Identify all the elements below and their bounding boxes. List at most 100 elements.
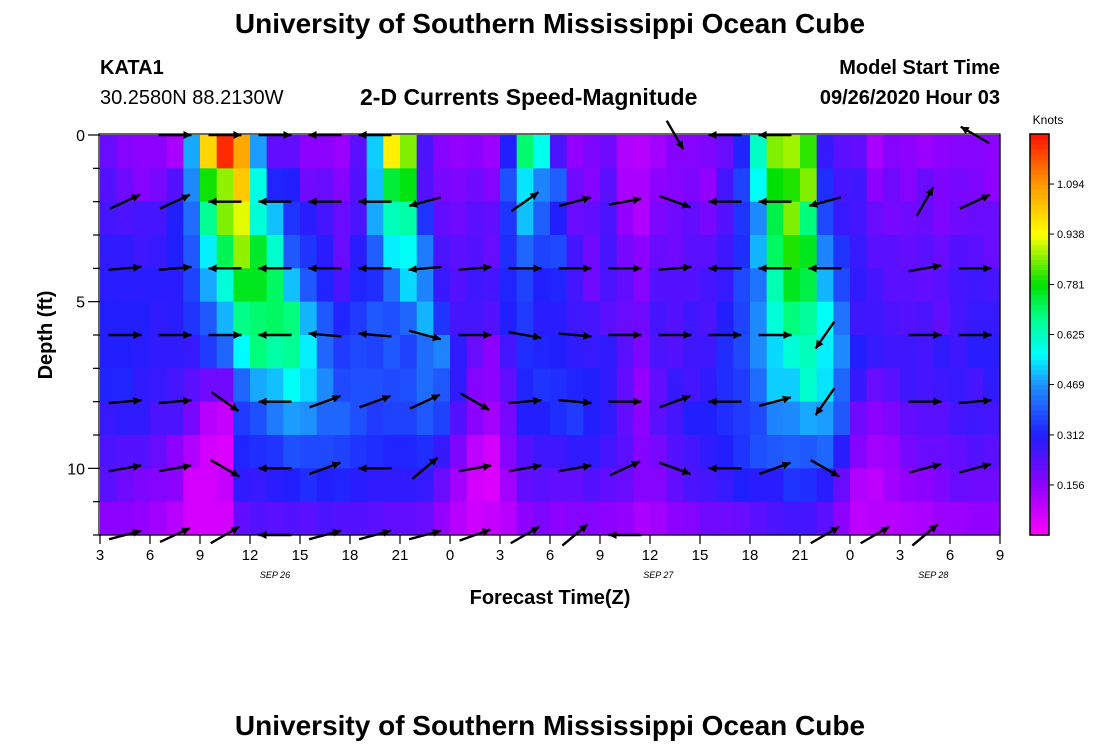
colorbar-segment [1030,249,1049,255]
heatmap-cell [616,201,634,236]
heatmap-cell [250,335,268,369]
heatmap-cell [850,268,868,303]
colorbar-segment [1030,259,1049,265]
heatmap-cell [400,135,418,169]
heatmap-cell [283,135,301,169]
heatmap-cell [750,435,768,469]
heatmap-cell [616,401,634,436]
heatmap-cell [933,468,951,503]
heatmap-cell [466,501,484,536]
heatmap-cell [666,301,684,336]
colorbar-segment [1030,309,1049,316]
heatmap-cell [100,335,118,369]
heatmap-cell [933,401,951,436]
arrow-head [331,461,341,470]
x-tick-label: 9 [596,547,604,564]
colorbar-tick-label: 1.094 [1057,179,1085,191]
colorbar-segment [1030,324,1049,331]
heatmap-cell [500,435,518,469]
arrow-head [258,197,267,206]
heatmap-cell [466,168,484,203]
heatmap-cell [866,401,884,436]
heatmap-cell [766,235,784,269]
colorbar-segment [1030,294,1049,301]
current-arrow [308,197,342,206]
heatmap-cell [533,435,551,469]
current-arrow [758,131,792,139]
arrow-head [681,395,691,403]
current-arrow [158,462,192,473]
heatmap-cell [416,168,434,203]
heatmap-cell [583,168,601,203]
current-arrow [308,330,342,339]
heatmap-cell [116,435,134,469]
heatmap-cell [366,135,384,169]
heatmap-cell [266,468,284,503]
heatmap-cell [383,468,401,503]
heatmap-cell [466,401,484,436]
heatmap-cell [300,135,318,169]
arrow-head [983,264,992,273]
heatmap-cell [166,235,184,269]
heatmap-cell [816,235,834,269]
heatmap-cell [500,235,518,269]
arrow-head [133,331,142,339]
current-arrow [759,461,791,476]
current-arrow [358,197,392,206]
heatmap-cell [183,368,201,403]
heatmap-cell [700,501,718,536]
heatmap-cell [700,135,718,169]
current-arrow [608,196,642,206]
heatmap-cell [283,301,301,336]
heatmap-cell [216,335,234,369]
heatmap-cell [416,368,434,403]
arrow-head [258,264,267,273]
heatmap-cell [683,201,701,236]
heatmap-cell [900,268,918,303]
arrow-head [208,197,217,206]
heatmap-cell [283,401,301,436]
colorbar-segment [1030,139,1049,145]
heatmap-cell [683,368,701,403]
arrow-head [409,200,418,208]
heatmap-cell [683,501,701,536]
colorbar-segment [1030,399,1049,406]
heatmap-cell [966,435,984,469]
heatmap-cell [333,135,351,169]
heatmap-cell [716,301,734,336]
heatmap-cell [566,168,584,203]
heatmap-cell [200,368,218,403]
arrow-head [181,194,190,202]
heatmap-cell [550,435,568,469]
heatmap-cell [616,235,634,269]
heatmap-cell [533,401,551,436]
current-arrow [409,393,441,410]
heatmap-cell [633,235,651,269]
heatmap-cell [666,168,684,203]
current-arrow [258,197,292,206]
current-arrow [158,263,192,272]
arrow-head [815,406,824,416]
heatmap-cell [800,435,818,469]
arrow-head [258,331,267,339]
heatmap-cell [583,435,601,469]
heatmap-cell [583,235,601,269]
heatmap-cell [666,468,684,503]
heatmap-cell [900,201,918,236]
current-arrow [408,329,442,342]
heatmap-cell [383,268,401,303]
heatmap-cell [383,501,401,536]
heatmap-cell [183,235,201,269]
heatmap-cell [300,401,318,436]
arrow-head [181,527,190,536]
heatmap-cell [600,368,618,403]
heatmap-cell [950,235,968,269]
heatmap-cell [866,501,884,536]
heatmap-cell [316,268,334,303]
heatmap-cell [700,401,718,436]
heatmap-cell [333,468,351,503]
heatmap-cell [500,468,518,503]
heatmap-cell [316,301,334,336]
colorbar-tick-label: 0.781 [1057,279,1085,291]
heatmap-cell [583,268,601,303]
